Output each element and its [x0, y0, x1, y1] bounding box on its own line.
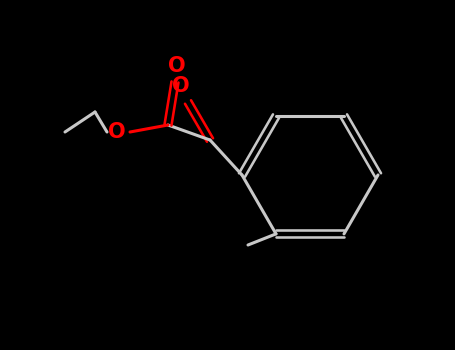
- Text: O: O: [108, 122, 126, 142]
- Text: O: O: [168, 56, 186, 76]
- Text: O: O: [172, 76, 190, 96]
